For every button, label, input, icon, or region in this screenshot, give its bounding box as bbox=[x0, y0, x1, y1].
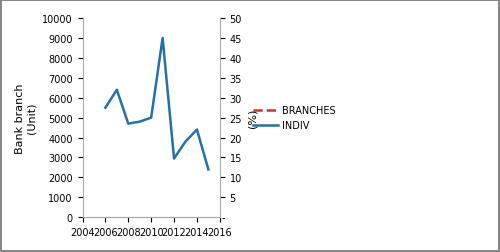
INDIV bbox=[102, 107, 108, 110]
INDIV bbox=[126, 123, 132, 126]
INDIV bbox=[194, 129, 200, 132]
Text: -: - bbox=[222, 212, 226, 223]
Legend: BRANCHES, INDIV: BRANCHES, INDIV bbox=[250, 102, 340, 134]
INDIV bbox=[114, 89, 120, 92]
Line: INDIV: INDIV bbox=[106, 39, 208, 170]
INDIV bbox=[148, 117, 154, 120]
INDIV bbox=[206, 168, 212, 171]
INDIV bbox=[160, 37, 166, 40]
Y-axis label: (%): (%) bbox=[248, 109, 258, 128]
INDIV bbox=[182, 140, 188, 143]
INDIV bbox=[171, 157, 177, 160]
Y-axis label: Bank branch
(Unit): Bank branch (Unit) bbox=[15, 83, 36, 153]
INDIV bbox=[136, 121, 142, 124]
